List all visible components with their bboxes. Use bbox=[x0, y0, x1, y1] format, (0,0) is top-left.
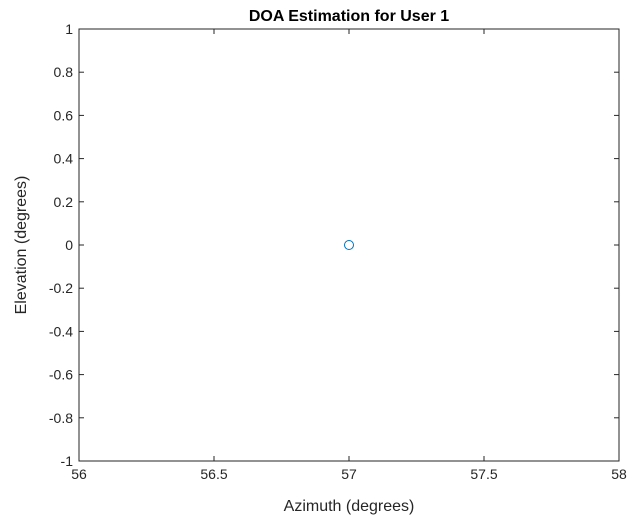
chart-title: DOA Estimation for User 1 bbox=[249, 8, 449, 25]
y-tick-label: 0 bbox=[65, 237, 73, 253]
marks-layer bbox=[344, 240, 354, 250]
x-tick-label: 57 bbox=[341, 466, 357, 482]
y-tick-label: -0.4 bbox=[49, 323, 73, 339]
y-tick-label: -0.6 bbox=[49, 367, 73, 383]
y-tick-label: 0.8 bbox=[54, 64, 74, 80]
y-tick-label: 0.4 bbox=[54, 151, 74, 167]
y-tick-label: -0.8 bbox=[49, 410, 73, 426]
y-axis-label: Elevation (degrees) bbox=[13, 176, 30, 315]
y-tick-label: -1 bbox=[61, 453, 74, 469]
y-tick-label: 1 bbox=[65, 21, 73, 37]
y-tick-label: 0.2 bbox=[54, 194, 74, 210]
x-tick-label: 56.5 bbox=[200, 466, 227, 482]
axes-box bbox=[78, 28, 620, 462]
ticks-layer: 56 56.5 57 57.5 58 -1 -0.8 -0.6 -0.4 -0.2 0 0.2 0.4 0… bbox=[49, 21, 627, 482]
x-tick-label: 56 bbox=[71, 466, 87, 482]
x-axis-label: Azimuth (degrees) bbox=[284, 498, 415, 515]
axes-background bbox=[79, 29, 619, 461]
y-tick-label: 0.6 bbox=[54, 107, 74, 123]
x-tick-label: 58 bbox=[611, 466, 627, 482]
y-tick-label: -0.2 bbox=[49, 280, 73, 296]
x-tick-label: 57.5 bbox=[470, 466, 497, 482]
data-point bbox=[344, 240, 354, 250]
